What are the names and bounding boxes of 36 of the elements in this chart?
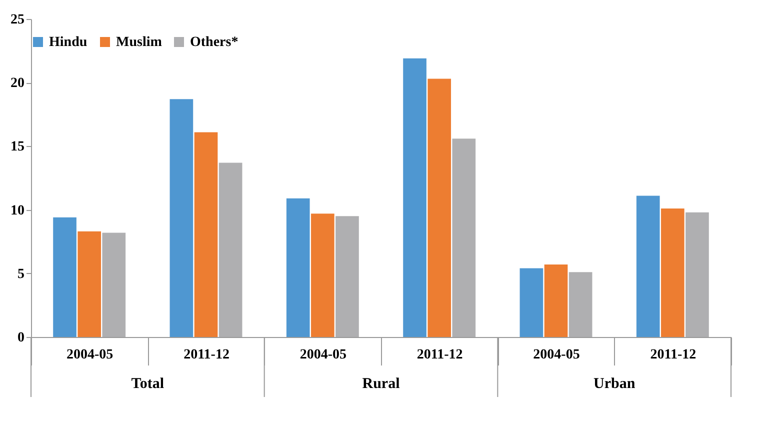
x-tick-label: 2004-05: [533, 348, 580, 362]
text: Urban: [593, 376, 636, 392]
x-tick-label: 2011-12: [416, 348, 463, 362]
bar: [218, 162, 242, 337]
bar: [53, 217, 76, 337]
legend-label: Others*: [190, 35, 238, 50]
x-tick-label: 2004-05: [300, 348, 347, 362]
y-tick-label: 15: [10, 140, 24, 155]
legend-label: Muslim: [116, 35, 162, 50]
x-tick-label: 2004-05: [66, 348, 114, 362]
bar: [403, 58, 426, 337]
x-tick-label: 2011-12: [650, 348, 696, 362]
bar: [428, 78, 451, 337]
bar: [170, 99, 194, 337]
bar: [194, 132, 218, 337]
bar: [686, 212, 709, 337]
bar: [336, 216, 359, 337]
y-tick-label: 10: [10, 203, 24, 218]
bar: [102, 232, 126, 337]
x-tick-label: 2011-12: [184, 348, 230, 362]
y-tick-label: 0: [18, 330, 24, 346]
text: Total: [131, 376, 164, 392]
bar: [636, 196, 660, 337]
bar: [568, 272, 592, 337]
legend-label: Hindu: [49, 35, 88, 50]
bar: [286, 198, 310, 337]
bar: [520, 268, 544, 337]
bar: [78, 231, 101, 337]
bar: [452, 138, 476, 337]
text: Rural: [362, 376, 400, 392]
y-tick-label: 25: [10, 12, 24, 28]
y-tick-label: 5: [18, 266, 24, 282]
bar: [544, 264, 568, 337]
bar: [661, 208, 684, 337]
y-tick-label: 20: [10, 76, 24, 92]
bar: [311, 214, 334, 337]
